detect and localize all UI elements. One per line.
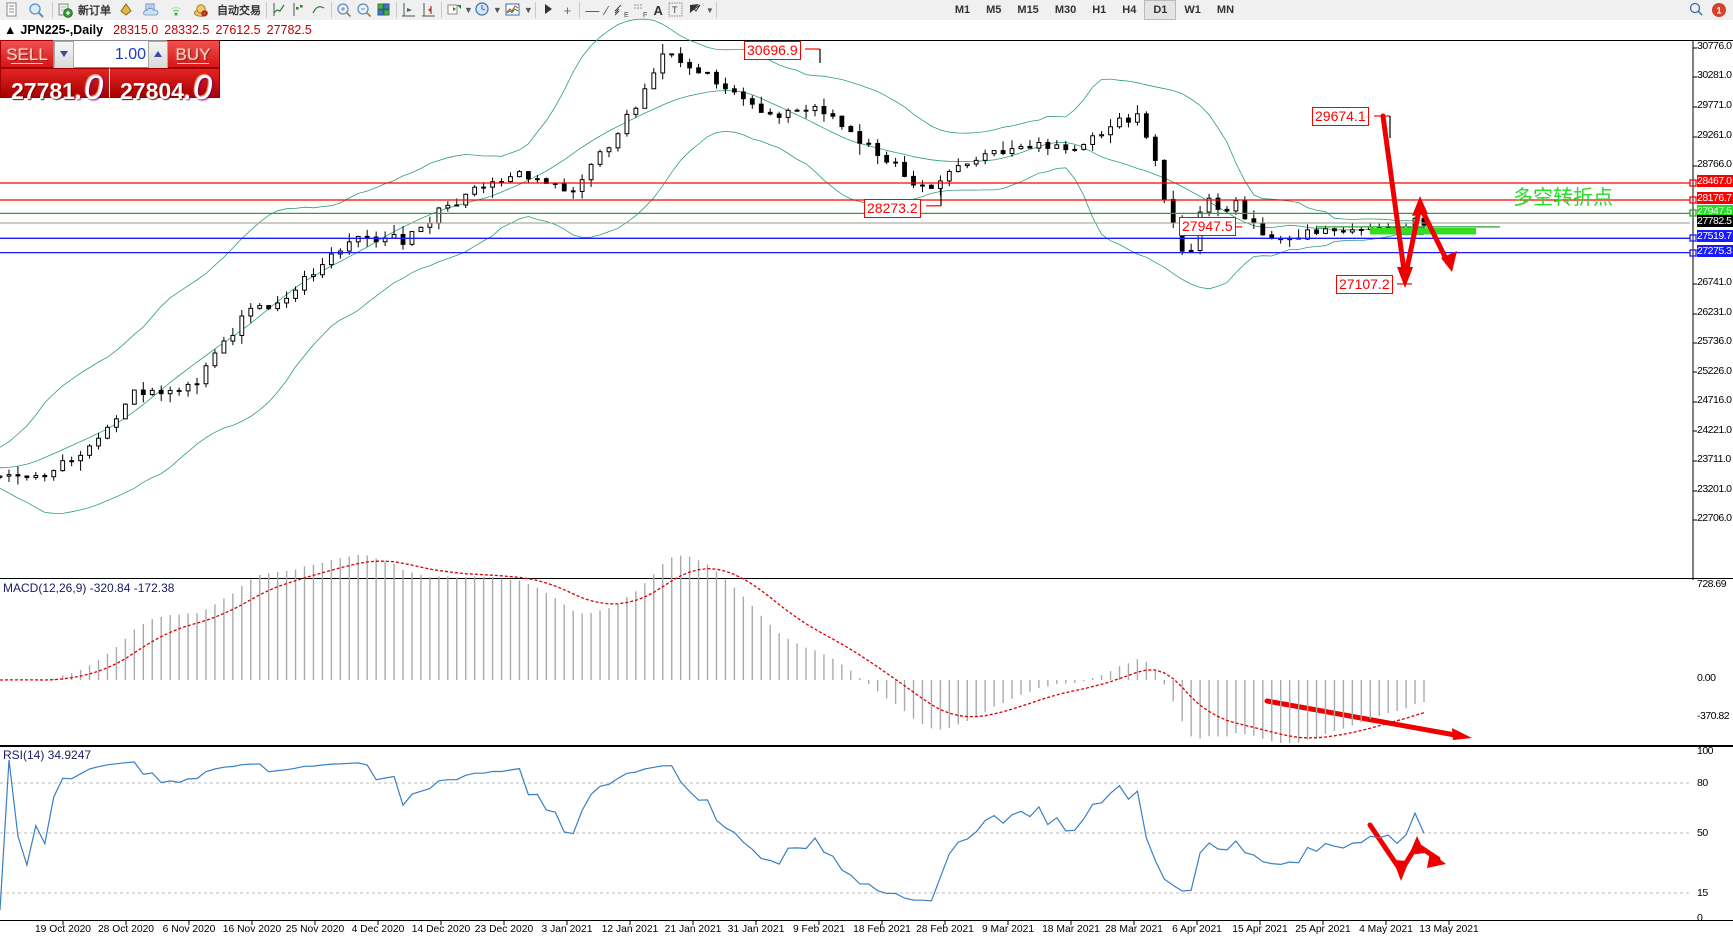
svg-text:1: 1 [1716, 6, 1721, 16]
